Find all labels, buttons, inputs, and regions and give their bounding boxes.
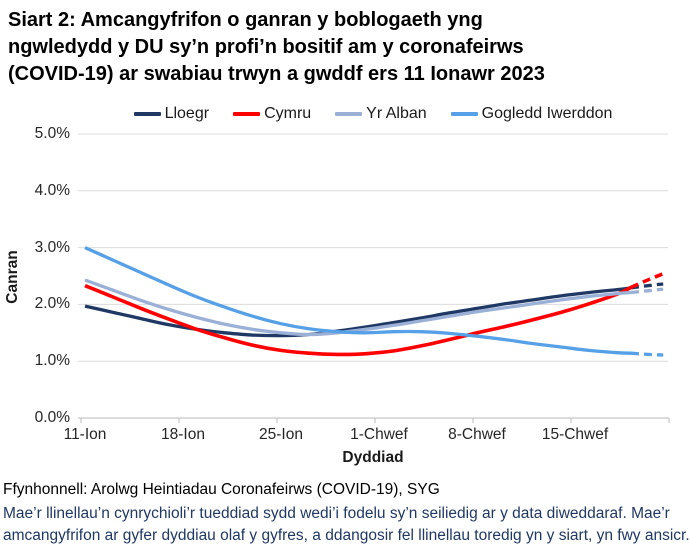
legend-line-swatch	[133, 112, 161, 116]
methodology-note: Mae’r llinellau’n cynrychioli’r tueddiad…	[3, 503, 690, 547]
legend-label: Cymru	[264, 105, 312, 122]
source-note: Ffynhonnell: Arolwg Heintiadau Coronafei…	[3, 481, 440, 498]
y-axis-tick-label: 2.0%	[34, 295, 70, 313]
y-axis-tick-label: 1.0%	[34, 352, 70, 370]
x-axis-tick-label: 25-Ion	[259, 426, 303, 443]
legend-label: Lloegr	[164, 105, 210, 122]
legend-item-lloegr: Lloegr	[133, 105, 210, 123]
y-axis-tick-label: 0.0%	[34, 409, 70, 426]
series-line-dashed-lloegr	[630, 282, 664, 290]
legend-label: Gogledd Iwerddon	[481, 105, 613, 122]
y-axis-tick-label: 4.0%	[34, 181, 70, 199]
legend-item-yr-alban: Yr Alban	[335, 105, 427, 123]
legend-line-swatch	[450, 112, 478, 116]
legend-item-cymru: Cymru	[233, 105, 311, 123]
series-line-dashed-cymru	[630, 272, 664, 290]
x-axis-tick-label: 15-Chwef	[541, 426, 609, 443]
chart-legend: Lloegr Cymru Yr Alban Gogledd Iwerddon	[78, 104, 668, 124]
legend-label: Yr Alban	[366, 105, 427, 122]
legend-item-gogledd-iwerddon: Gogledd Iwerddon	[450, 105, 613, 123]
legend-line-swatch	[233, 112, 261, 116]
chart-title-line: (COVID-19) ar swabiau trwyn a gwddf ers …	[8, 63, 545, 85]
legend-line-swatch	[335, 112, 363, 116]
chart-title: Siart 2: Amcangyfrifon o ganran y boblog…	[8, 7, 545, 88]
series-line-gogledd-iwerddon	[84, 246, 632, 355]
series-line-lloegr	[84, 286, 632, 338]
x-axis-title: Dyddiad	[342, 449, 404, 466]
series-line-dashed-yr-alban	[630, 287, 664, 295]
x-axis-tick-label: 11-Ion	[63, 426, 107, 443]
series-line-cymru	[84, 284, 632, 357]
x-axis-tick-label: 18-Ion	[161, 426, 205, 443]
chart-title-line: ngwledydd y DU sy’n profi’n bositif am y…	[8, 36, 524, 58]
chart-title-line: Siart 2: Amcangyfrifon o ganran y boblog…	[8, 9, 483, 31]
y-axis-tick-label: 5.0%	[34, 125, 70, 142]
series-line-dashed-gogledd-iwerddon	[630, 351, 664, 357]
x-axis-tick-label: 1-Chwef	[350, 426, 408, 443]
series-line-yr-alban	[84, 278, 632, 337]
methodology-note-line: Mae’r llinellau’n cynrychioli’r tueddiad…	[3, 505, 670, 522]
methodology-note-line: amcangyfrifon ar gyfer dyddiau olaf y gy…	[3, 527, 690, 544]
y-axis-tick-label: 3.0%	[34, 238, 70, 256]
x-axis-tick-label: 8-Chwef	[448, 426, 506, 443]
